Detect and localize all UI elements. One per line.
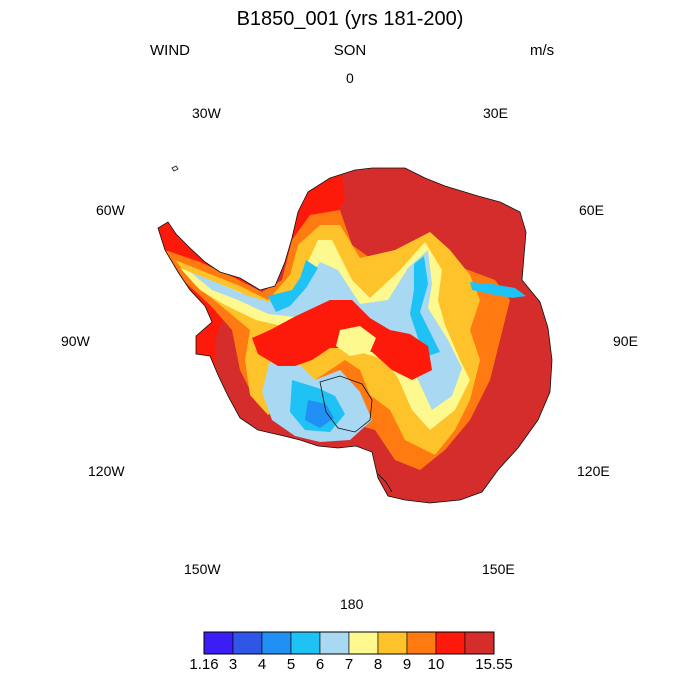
lon-label-150e: 150E bbox=[482, 561, 515, 577]
lon-label-180: 180 bbox=[340, 596, 364, 612]
colorbar-swatch bbox=[290, 631, 321, 655]
colorbar-label: 4 bbox=[257, 656, 267, 673]
colorbar-swatch bbox=[319, 631, 350, 655]
lon-label-30w: 30W bbox=[192, 105, 221, 121]
colorbar-label: 10 bbox=[427, 656, 445, 673]
colorbar-swatch bbox=[435, 631, 466, 655]
colorbar-label: 6 bbox=[315, 656, 325, 673]
colorbar-swatch bbox=[464, 631, 495, 655]
variable-label: WIND bbox=[150, 42, 190, 59]
colorbar-label: 15.55 bbox=[475, 656, 513, 673]
colorbar-swatch bbox=[406, 631, 437, 655]
lon-label-120w: 120W bbox=[88, 463, 125, 479]
wind-band-blue bbox=[305, 400, 334, 428]
lon-label-30e: 30E bbox=[483, 105, 508, 121]
coastline bbox=[157, 165, 553, 504]
colorbar-frame bbox=[203, 631, 495, 655]
wind-band-cyan-west bbox=[268, 260, 318, 312]
lon-label-150w: 150W bbox=[184, 561, 221, 577]
lon-label-120e: 120E bbox=[577, 463, 610, 479]
colorbar-swatch bbox=[203, 631, 234, 655]
colorbar-label: 5 bbox=[286, 656, 296, 673]
lon-label-60e: 60E bbox=[579, 202, 604, 218]
colorbar-swatch bbox=[232, 631, 263, 655]
colorbar-swatch bbox=[348, 631, 379, 655]
colorbar-label: 1.16 bbox=[189, 656, 219, 673]
wind-band-dome bbox=[336, 326, 376, 356]
lon-label-0: 0 bbox=[346, 70, 354, 86]
colorbar-label: 7 bbox=[344, 656, 354, 673]
wind-speed-field bbox=[158, 168, 552, 503]
colorbar-swatch bbox=[377, 631, 408, 655]
lon-label-90w: 90W bbox=[61, 333, 90, 349]
colorbar-swatches bbox=[203, 631, 495, 655]
units-label: m/s bbox=[530, 42, 555, 59]
lon-label-90e: 90E bbox=[613, 333, 638, 349]
colorbar-label: 8 bbox=[373, 656, 383, 673]
season-label: SON bbox=[333, 42, 367, 59]
lon-label-60w: 60W bbox=[96, 202, 125, 218]
wind-band-light-blue bbox=[190, 250, 462, 410]
colorbar-label: 3 bbox=[228, 656, 238, 673]
map-title: B1850_001 (yrs 181-200) bbox=[236, 8, 464, 30]
wind-band-amery bbox=[470, 282, 526, 298]
colorbar-swatch bbox=[261, 631, 292, 655]
wind-band-cyan-east bbox=[410, 256, 440, 356]
colorbar-label: 9 bbox=[402, 656, 412, 673]
